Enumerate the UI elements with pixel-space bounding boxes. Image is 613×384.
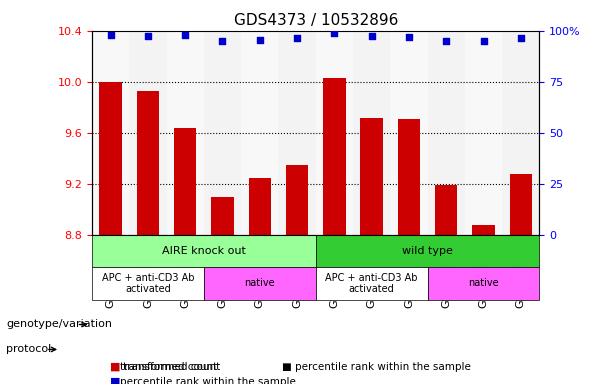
Bar: [249, 178, 271, 235]
Text: wild type: wild type: [402, 246, 453, 256]
Point: [292, 35, 302, 41]
Text: ■: ■: [110, 362, 121, 372]
Point: [255, 36, 265, 43]
Bar: [286, 165, 308, 235]
FancyBboxPatch shape: [204, 267, 316, 300]
Bar: [390, 31, 428, 235]
FancyBboxPatch shape: [316, 235, 539, 267]
Text: ■: ■: [110, 377, 121, 384]
Bar: [435, 185, 457, 235]
Text: native: native: [468, 278, 499, 288]
Bar: [465, 31, 502, 235]
Point: [367, 33, 376, 39]
Bar: [502, 31, 539, 235]
Bar: [174, 128, 196, 235]
Text: percentile rank within the sample: percentile rank within the sample: [120, 377, 295, 384]
Bar: [316, 31, 353, 235]
Bar: [509, 174, 532, 235]
Text: ■ percentile rank within the sample: ■ percentile rank within the sample: [282, 362, 471, 372]
Point: [143, 33, 153, 39]
Text: APC + anti-CD3 Ab
activated: APC + anti-CD3 Ab activated: [102, 273, 194, 294]
Title: GDS4373 / 10532896: GDS4373 / 10532896: [234, 13, 398, 28]
Bar: [278, 31, 316, 235]
Point: [105, 31, 115, 38]
Bar: [428, 31, 465, 235]
FancyBboxPatch shape: [92, 235, 316, 267]
FancyBboxPatch shape: [316, 267, 428, 300]
Text: transformed count: transformed count: [120, 362, 217, 372]
FancyBboxPatch shape: [92, 267, 204, 300]
Point: [329, 30, 339, 36]
Text: ■ transformed count: ■ transformed count: [110, 362, 221, 372]
Bar: [167, 31, 204, 235]
Bar: [353, 31, 390, 235]
Bar: [473, 225, 495, 235]
Text: genotype/variation: genotype/variation: [6, 319, 112, 329]
Point: [404, 34, 414, 40]
Point: [516, 35, 526, 41]
Point: [180, 31, 190, 38]
Bar: [99, 82, 122, 235]
Bar: [204, 31, 241, 235]
Point: [479, 38, 489, 44]
Text: AIRE knock out: AIRE knock out: [162, 246, 246, 256]
Bar: [92, 31, 129, 235]
Point: [218, 38, 227, 44]
FancyBboxPatch shape: [428, 267, 539, 300]
Bar: [137, 91, 159, 235]
Text: APC + anti-CD3 Ab
activated: APC + anti-CD3 Ab activated: [326, 273, 418, 294]
Bar: [129, 31, 167, 235]
Bar: [323, 78, 346, 235]
Text: protocol: protocol: [6, 344, 51, 354]
Point: [441, 38, 451, 44]
Text: native: native: [245, 278, 275, 288]
Bar: [398, 119, 420, 235]
Bar: [360, 118, 383, 235]
Bar: [241, 31, 278, 235]
Bar: [211, 197, 234, 235]
